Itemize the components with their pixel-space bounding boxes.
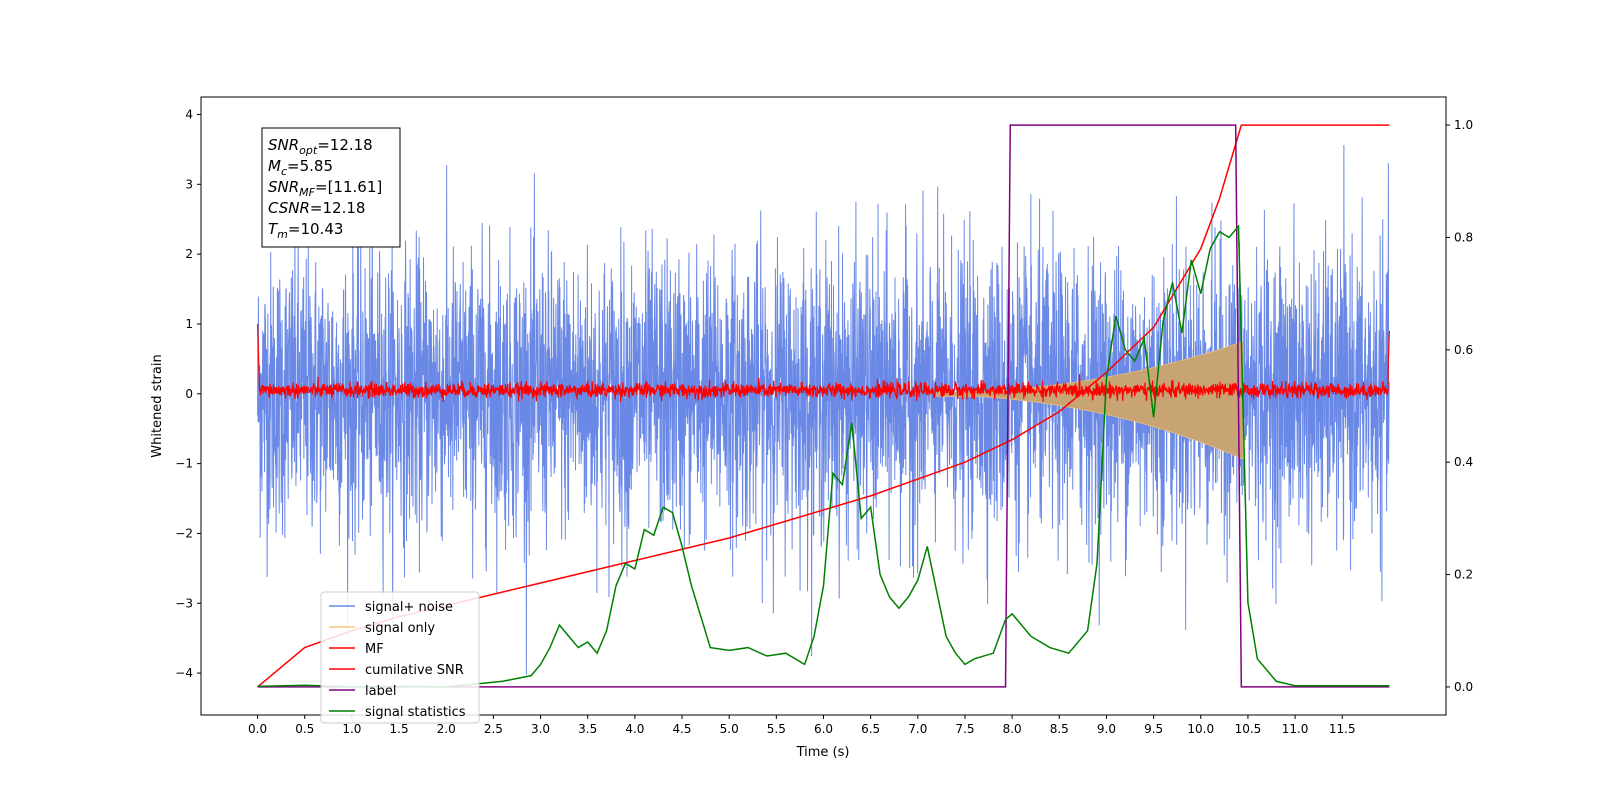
x-tick-label: 10.5 [1235, 722, 1262, 736]
x-axis: 0.0 0.5 1.0 1.5 2.0 2.5 3.0 3.5 4.0 4.5 5.0 5.5 6.0 6… [248, 715, 1356, 736]
x-tick-label: 8.5 [1050, 722, 1069, 736]
signal-only-series [936, 340, 1244, 460]
x-tick-label: 4.5 [672, 722, 691, 736]
mf-line [256, 323, 1391, 403]
legend-entry: cumilative SNR [365, 663, 464, 678]
x-tick-label: 5.5 [767, 722, 786, 736]
legend-entry: signal+ noise [365, 600, 453, 615]
x-tick-label: 4.0 [625, 722, 644, 736]
info-line: SNRopt=12.18 [268, 136, 373, 157]
x-tick-label: 9.0 [1097, 722, 1116, 736]
y2-tick-label: 0.4 [1454, 455, 1473, 469]
signal-statistics-series [257, 224, 1390, 688]
y-tick-label: 4 [185, 107, 193, 121]
x-tick-label: 11.5 [1329, 722, 1356, 736]
y-tick-label: 0 [185, 387, 193, 401]
y-tick-label: −3 [175, 596, 193, 610]
y-tick-label: −1 [175, 457, 193, 471]
label-series [257, 124, 1390, 688]
x-tick-label: 1.5 [390, 722, 409, 736]
x-tick-label: 3.0 [531, 722, 550, 736]
y-tick-label: −2 [175, 526, 193, 540]
x-tick-label: 9.5 [1144, 722, 1163, 736]
x-tick-label: 5.0 [720, 722, 739, 736]
info-box: SNRopt=12.18Mc=5.85SNRMF=[11.61]CSNR=12.… [261, 127, 401, 248]
y2-tick-label: 0.0 [1454, 680, 1473, 694]
y-tick-label: −4 [175, 666, 193, 680]
x-tick-label: 0.5 [295, 722, 314, 736]
y-tick-label: 1 [185, 317, 193, 331]
x-axis-label: Time (s) [796, 745, 850, 760]
x-tick-label: 3.5 [578, 722, 597, 736]
legend-entry: signal statistics [365, 705, 466, 720]
x-tick-label: 8.0 [1003, 722, 1022, 736]
y-axis-label: Whitened strain [150, 354, 165, 457]
x-tick-label: 6.5 [861, 722, 880, 736]
x-tick-label: 6.0 [814, 722, 833, 736]
legend: signal+ noise signal only MF cumilative SNR… [320, 591, 480, 724]
y2-tick-label: 0.8 [1454, 230, 1473, 244]
x-tick-label: 2.0 [437, 722, 456, 736]
x-tick-label: 7.5 [955, 722, 974, 736]
info-line: SNRMF=[11.61] [268, 178, 382, 199]
legend-entry: label [365, 684, 396, 699]
signal-only-envelope [936, 340, 1244, 460]
info-line: Mc=5.85 [268, 157, 333, 178]
info-line: Tm=10.43 [268, 220, 343, 241]
info-line: CSNR=12.18 [268, 199, 365, 217]
y-tick-label: 3 [185, 177, 193, 191]
y2-tick-label: 1.0 [1454, 118, 1473, 132]
y2-tick-label: 0.6 [1454, 343, 1473, 357]
x-tick-label: 2.5 [484, 722, 503, 736]
y-axis-right: 1.0 0.8 0.6 0.4 0.2 0.0 [1446, 118, 1473, 694]
x-tick-label: 11.0 [1282, 722, 1309, 736]
y-tick-label: 2 [185, 247, 193, 261]
legend-entry: MF [365, 642, 384, 657]
y-axis-left: 4 3 2 1 0 −1 −2 −3 −4 [175, 107, 201, 680]
signal-statistics-line [257, 224, 1390, 688]
x-tick-label: 1.0 [342, 722, 361, 736]
y2-tick-label: 0.2 [1454, 568, 1473, 582]
label-line [257, 124, 1390, 688]
x-tick-label: 10.0 [1187, 722, 1214, 736]
legend-entry: signal only [365, 621, 435, 636]
mf-series [256, 323, 1391, 403]
x-tick-label: 0.0 [248, 722, 267, 736]
x-tick-label: 7.0 [908, 722, 927, 736]
legend-box [320, 591, 480, 724]
